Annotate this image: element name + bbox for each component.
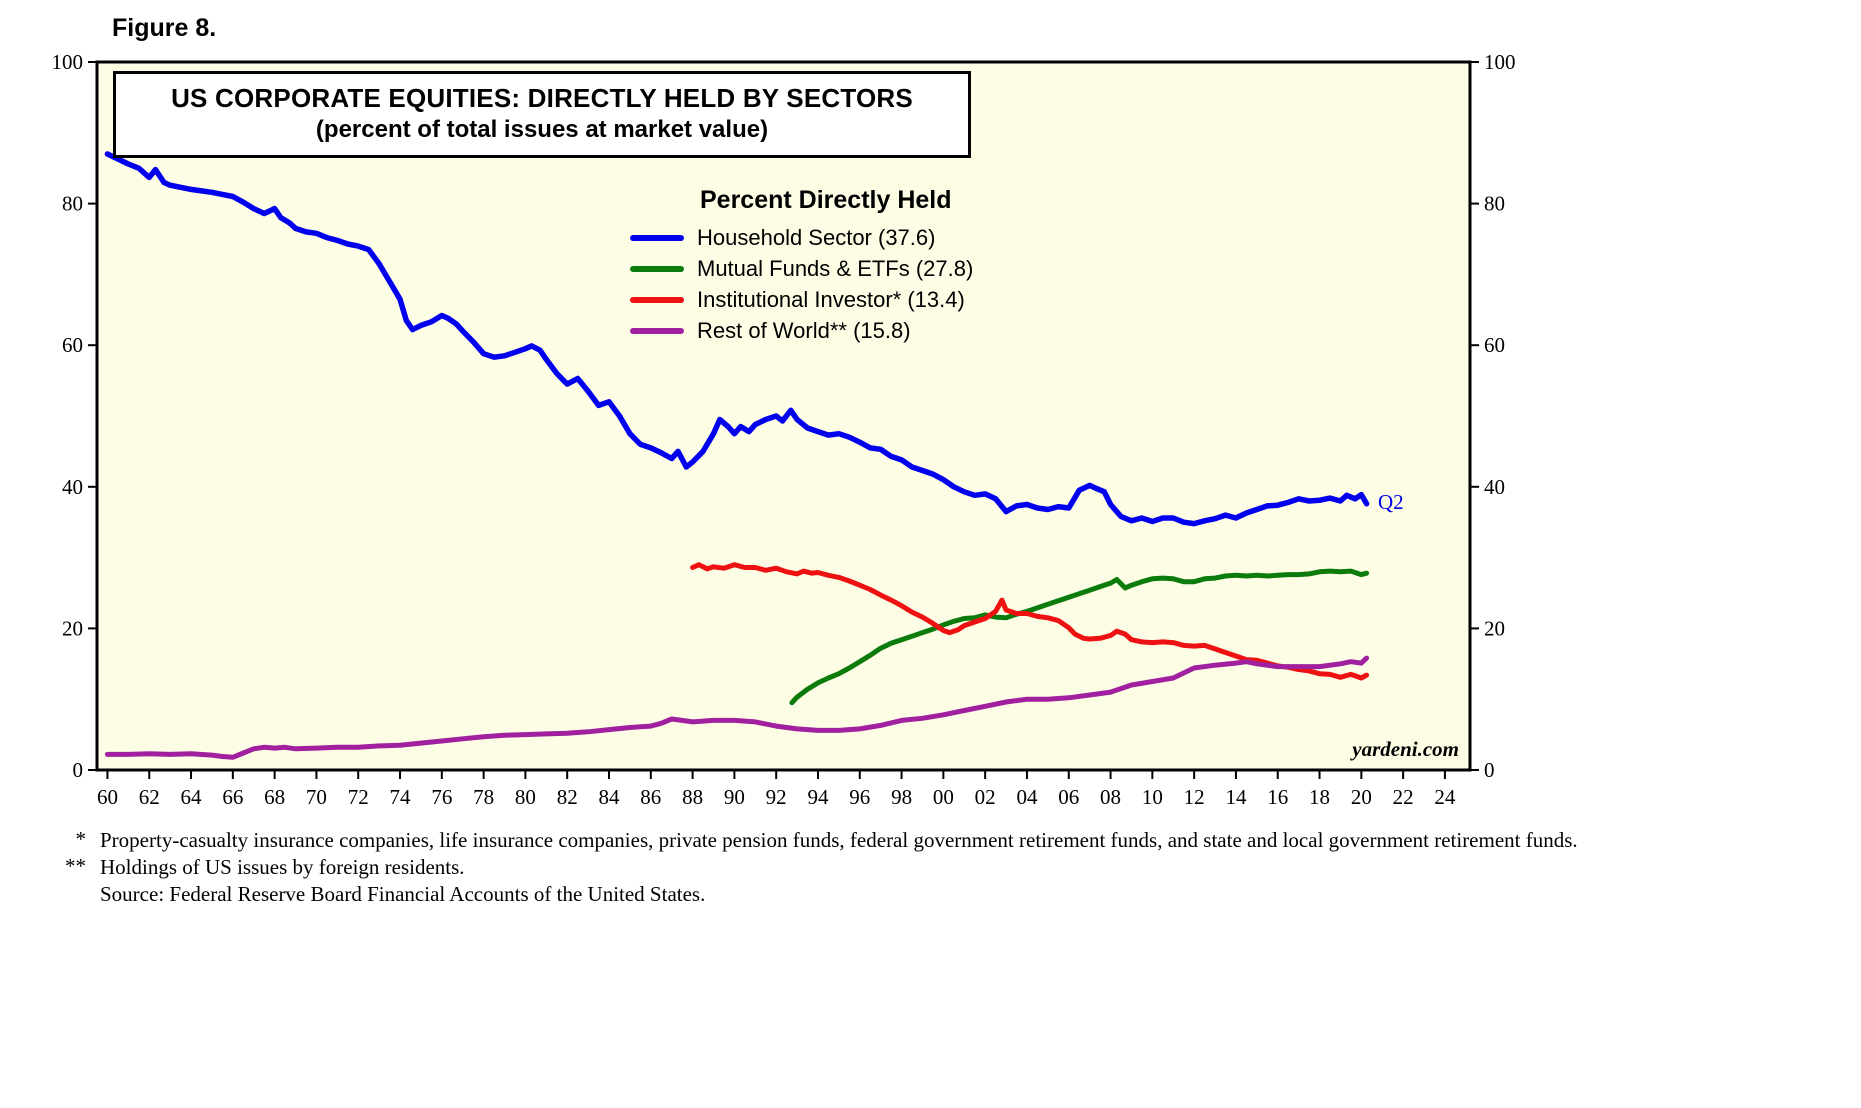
x-axis-label: 70 xyxy=(306,785,327,809)
x-axis-label: 10 xyxy=(1142,785,1163,809)
x-axis-label: 80 xyxy=(515,785,536,809)
x-axis-label: 18 xyxy=(1309,785,1330,809)
x-axis-label: 84 xyxy=(599,785,621,809)
y-axis-label-right: 40 xyxy=(1484,475,1505,499)
legend-swatch-rest-of-world xyxy=(630,327,684,334)
y-axis-label-left: 100 xyxy=(52,50,84,74)
footnote-marker: ** xyxy=(65,853,86,878)
legend-items: Household Sector (37.6) Mutual Funds & ET… xyxy=(630,222,973,346)
legend-label: Mutual Funds & ETFs (27.8) xyxy=(697,255,974,281)
x-axis-label: 98 xyxy=(891,785,912,809)
legend-label: Institutional Investor* (13.4) xyxy=(697,286,965,312)
legend-item-mutual-funds-etfs: Mutual Funds & ETFs (27.8) xyxy=(630,253,973,284)
footnote-marker: * xyxy=(75,827,87,851)
y-axis-label-left: 40 xyxy=(62,475,83,499)
x-axis-label: 02 xyxy=(975,785,996,809)
x-axis-label: 60 xyxy=(97,785,118,809)
watermark-yardeni: yardeni.com xyxy=(1352,737,1459,761)
legend-label: Household Sector (37.6) xyxy=(697,224,936,250)
y-axis-label-right: 100 xyxy=(1484,50,1516,74)
y-axis-label-right: 60 xyxy=(1484,333,1505,357)
x-axis-label: 90 xyxy=(724,785,745,809)
y-axis-label-left: 0 xyxy=(73,758,84,782)
x-axis-label: 24 xyxy=(1434,785,1456,809)
chart-title: US CORPORATE EQUITIES: DIRECTLY HELD BY … xyxy=(171,83,913,113)
legend-swatch-mutual-funds-etfs xyxy=(630,265,684,272)
legend-item-rest-of-world: Rest of World** (15.8) xyxy=(630,315,973,346)
x-axis-label: 06 xyxy=(1058,785,1079,809)
x-axis-label: 66 xyxy=(222,785,243,809)
x-axis-label: 94 xyxy=(807,785,829,809)
x-axis-label: 00 xyxy=(933,785,954,809)
x-axis-label: 16 xyxy=(1267,785,1288,809)
footnote-text: Holdings of US issues by foreign residen… xyxy=(100,854,465,879)
y-axis-label-right: 20 xyxy=(1484,616,1505,640)
x-axis-label: 68 xyxy=(264,785,285,809)
legend-item-household-sector: Household Sector (37.6) xyxy=(630,222,973,253)
x-axis-label: 64 xyxy=(181,785,203,809)
x-axis-label: 74 xyxy=(390,785,412,809)
legend-label: Rest of World** (15.8) xyxy=(697,317,911,343)
y-axis-label-left: 20 xyxy=(62,616,83,640)
x-axis-label: 86 xyxy=(640,785,661,809)
x-axis-label: 62 xyxy=(139,785,160,809)
x-axis-label: 72 xyxy=(348,785,369,809)
x-axis-label: 20 xyxy=(1351,785,1372,809)
footnote-text: Property-casualty insurance companies, l… xyxy=(100,828,1578,852)
footnotes: * Property-casualty insurance companies, … xyxy=(58,827,1655,908)
x-axis-label: 92 xyxy=(766,785,787,809)
x-axis-label: 96 xyxy=(849,785,870,809)
chart-subtitle: (percent of total issues at market value… xyxy=(315,116,769,143)
x-axis-label: 88 xyxy=(682,785,703,809)
x-axis-label: 04 xyxy=(1016,785,1038,809)
y-axis-label-left: 60 xyxy=(62,333,83,357)
latest-quarter-label: Q2 xyxy=(1378,490,1404,514)
x-axis-label: 78 xyxy=(473,785,494,809)
x-axis-label: 08 xyxy=(1100,785,1121,809)
footnote-row: ** Holdings of US issues by foreign resid… xyxy=(58,854,1655,881)
x-axis-label: 76 xyxy=(431,785,452,809)
x-axis-label: 12 xyxy=(1184,785,1205,809)
x-axis-label: 82 xyxy=(557,785,578,809)
series-line-rest-of-world xyxy=(104,655,1370,760)
legend: Percent Directly Held Household Sector (… xyxy=(630,186,973,346)
legend-item-institutional-investor: Institutional Investor* (13.4) xyxy=(630,284,973,315)
series-line-mutual-funds-etfs xyxy=(789,568,1370,706)
footnote-row: Source: Federal Reserve Board Financial … xyxy=(58,881,1655,908)
figure-number-label: Figure 8. xyxy=(112,14,217,42)
legend-swatch-institutional-investor xyxy=(630,296,684,303)
x-axis-label: 14 xyxy=(1225,785,1247,809)
legend-title: Percent Directly Held xyxy=(700,186,952,214)
chart-title-box: US CORPORATE EQUITIES: DIRECTLY HELD BY … xyxy=(113,71,971,158)
footnote-text: Source: Federal Reserve Board Financial … xyxy=(100,881,706,906)
x-axis-label: 22 xyxy=(1393,785,1414,809)
series-line-household-sector xyxy=(104,151,1370,527)
y-axis-label-right: 0 xyxy=(1484,758,1495,782)
y-axis-label-right: 80 xyxy=(1484,192,1505,216)
legend-swatch-household-sector xyxy=(630,234,684,241)
y-axis-label-left: 80 xyxy=(62,192,83,216)
footnote-marker xyxy=(58,881,86,908)
footnote-row: * Property-casualty insurance companies, … xyxy=(58,827,1655,854)
